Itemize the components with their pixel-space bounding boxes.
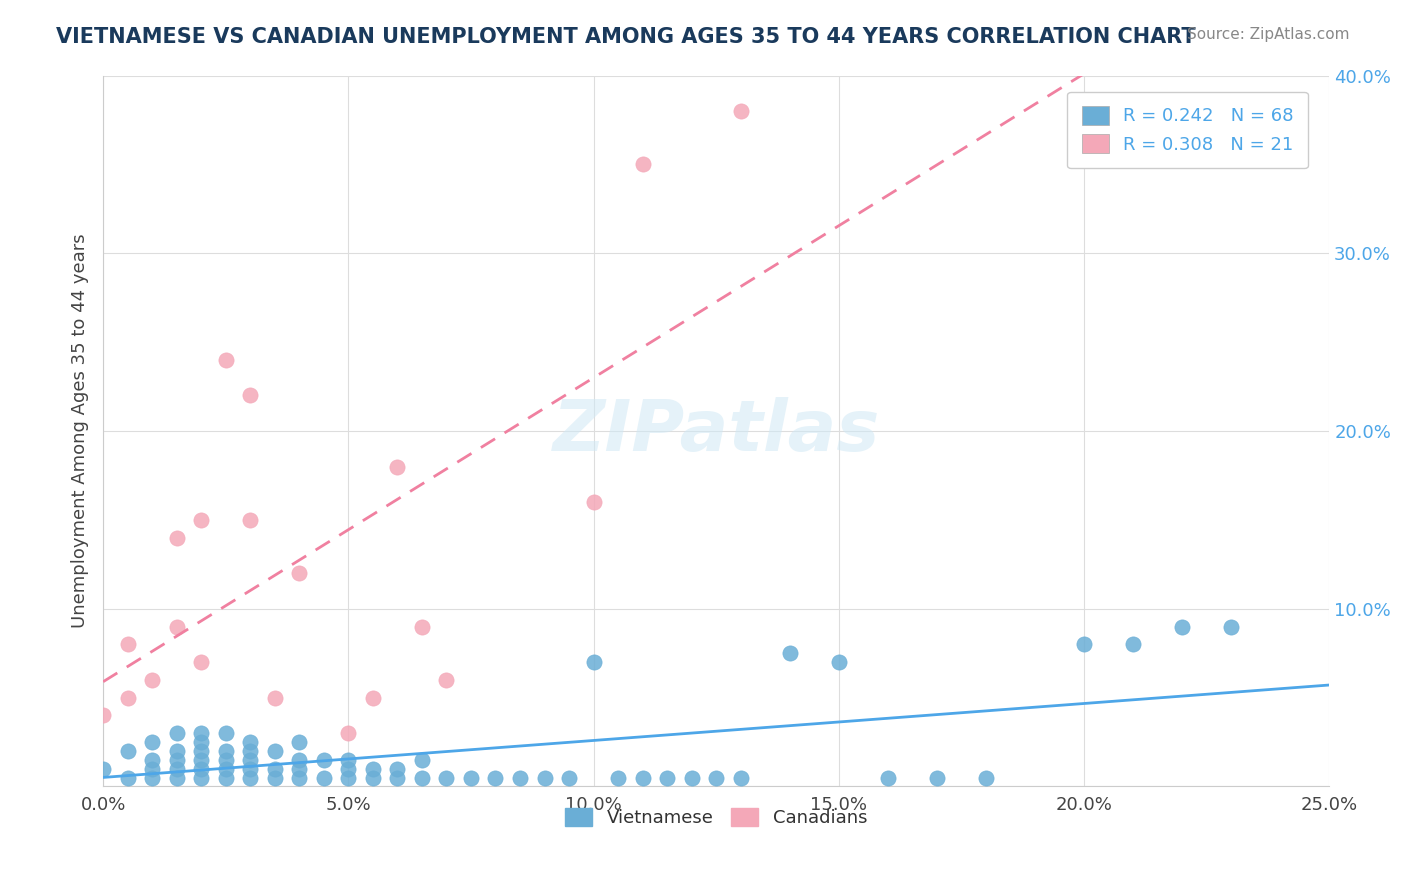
Point: [312, 771, 335, 785]
Point: [117, 690, 139, 705]
Point: [239, 744, 262, 758]
Point: [361, 762, 384, 776]
Point: [436, 673, 458, 687]
Point: [166, 762, 188, 776]
Point: [190, 513, 212, 527]
Point: [631, 771, 654, 785]
Point: [215, 771, 238, 785]
Point: [215, 352, 238, 367]
Point: [925, 771, 948, 785]
Point: [190, 726, 212, 740]
Point: [582, 495, 605, 509]
Point: [215, 744, 238, 758]
Point: [141, 673, 163, 687]
Point: [1220, 619, 1243, 633]
Point: [117, 637, 139, 651]
Point: [631, 157, 654, 171]
Point: [141, 762, 163, 776]
Point: [166, 531, 188, 545]
Text: VIETNAMESE VS CANADIAN UNEMPLOYMENT AMONG AGES 35 TO 44 YEARS CORRELATION CHART: VIETNAMESE VS CANADIAN UNEMPLOYMENT AMON…: [56, 27, 1197, 46]
Point: [190, 655, 212, 669]
Point: [91, 762, 114, 776]
Point: [484, 771, 506, 785]
Point: [263, 744, 285, 758]
Point: [190, 762, 212, 776]
Point: [141, 771, 163, 785]
Point: [411, 619, 433, 633]
Point: [582, 655, 605, 669]
Point: [166, 753, 188, 767]
Point: [190, 735, 212, 749]
Point: [215, 762, 238, 776]
Point: [215, 726, 238, 740]
Legend: Vietnamese, Canadians: Vietnamese, Canadians: [558, 800, 875, 834]
Point: [730, 104, 752, 119]
Point: [361, 690, 384, 705]
Point: [1171, 619, 1194, 633]
Point: [263, 690, 285, 705]
Point: [411, 771, 433, 785]
Point: [828, 655, 851, 669]
Point: [215, 753, 238, 767]
Point: [1073, 637, 1095, 651]
Point: [239, 388, 262, 402]
Point: [411, 753, 433, 767]
Point: [239, 513, 262, 527]
Point: [288, 762, 311, 776]
Point: [312, 753, 335, 767]
Point: [730, 771, 752, 785]
Point: [607, 771, 630, 785]
Point: [876, 771, 898, 785]
Point: [117, 744, 139, 758]
Point: [533, 771, 555, 785]
Point: [337, 753, 360, 767]
Point: [558, 771, 581, 785]
Point: [974, 771, 997, 785]
Point: [361, 771, 384, 785]
Point: [779, 646, 801, 660]
Point: [387, 762, 409, 776]
Point: [460, 771, 482, 785]
Point: [239, 762, 262, 776]
Point: [387, 771, 409, 785]
Point: [288, 753, 311, 767]
Point: [337, 771, 360, 785]
Point: [190, 744, 212, 758]
Point: [288, 566, 311, 581]
Point: [337, 726, 360, 740]
Point: [337, 762, 360, 776]
Text: Source: ZipAtlas.com: Source: ZipAtlas.com: [1187, 27, 1350, 42]
Point: [239, 735, 262, 749]
Point: [387, 459, 409, 474]
Point: [166, 744, 188, 758]
Point: [1122, 637, 1144, 651]
Point: [190, 753, 212, 767]
Point: [239, 771, 262, 785]
Point: [263, 771, 285, 785]
Point: [117, 771, 139, 785]
Point: [239, 753, 262, 767]
Point: [509, 771, 531, 785]
Point: [288, 771, 311, 785]
Point: [436, 771, 458, 785]
Point: [288, 735, 311, 749]
Point: [190, 771, 212, 785]
Point: [166, 726, 188, 740]
Point: [263, 762, 285, 776]
Point: [141, 735, 163, 749]
Text: ZIPatlas: ZIPatlas: [553, 397, 880, 466]
Point: [657, 771, 679, 785]
Y-axis label: Unemployment Among Ages 35 to 44 years: Unemployment Among Ages 35 to 44 years: [72, 234, 89, 628]
Point: [166, 619, 188, 633]
Point: [704, 771, 727, 785]
Point: [91, 708, 114, 723]
Point: [166, 771, 188, 785]
Point: [681, 771, 703, 785]
Point: [141, 753, 163, 767]
